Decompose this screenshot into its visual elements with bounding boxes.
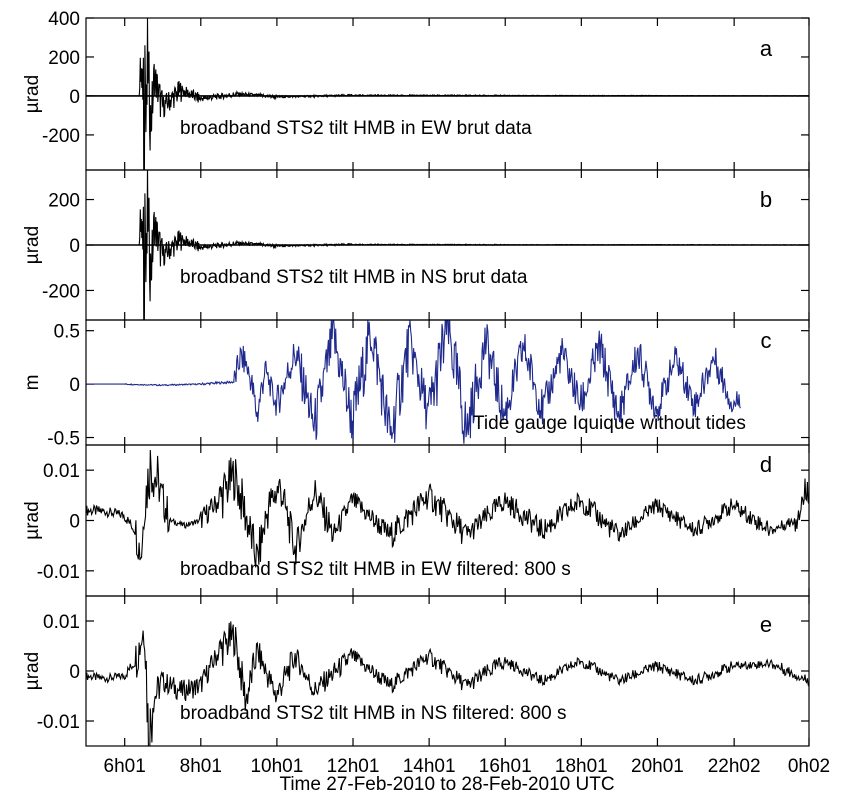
panel-b: 200 0 -200 µrad b broadband STS2 tilt HMB in … <box>22 169 810 321</box>
panel-letter: e <box>760 612 772 637</box>
panels: 400 200 0 -200 µrad a broadband STS2 tilt HMB … <box>22 9 810 747</box>
panel-annotation: broadband STS2 tilt HMB in NS filtered: … <box>180 703 567 724</box>
y-axis-label: µrad <box>22 652 43 690</box>
panel-c: 0.5 0 -0.5 m c Tide gauge Iquique without tid… <box>22 319 810 450</box>
y-tick-label: 0 <box>69 375 80 396</box>
x-tick-label: 20h01 <box>631 756 684 777</box>
x-tick-label: 6h01 <box>104 756 146 777</box>
y-tick-label: -0.5 <box>47 429 80 450</box>
series-line <box>86 320 741 444</box>
panel-letter: a <box>760 36 773 61</box>
panel-d: 0.01 0 -0.01 µrad d broadband STS2 tilt HMB i… <box>22 444 810 597</box>
y-tick-label: -0.01 <box>37 712 80 733</box>
panel-letter: b <box>760 187 772 212</box>
y-tick-label: -200 <box>42 281 80 302</box>
x-tick-label: 18h01 <box>555 756 608 777</box>
panel-letter: c <box>761 328 772 353</box>
panel-e: 0.01 0 -0.01 µrad e broadband STS2 tilt HMB i… <box>22 595 810 747</box>
y-tick-label: 0 <box>69 87 80 108</box>
y-tick-label: 0 <box>69 512 80 533</box>
y-axis-label: µrad <box>22 226 43 264</box>
y-axis-label: µrad <box>22 501 43 539</box>
panel-annotation: broadband STS2 tilt HMB in NS brut data <box>180 267 528 288</box>
y-tick-label: -0.01 <box>37 562 80 583</box>
panel-a: 400 200 0 -200 µrad a broadband STS2 tilt HMB … <box>22 9 810 171</box>
panel-annotation: broadband STS2 tilt HMB in EW brut data <box>180 118 532 139</box>
y-tick-label: 0 <box>69 236 80 257</box>
y-tick-label: 200 <box>48 48 80 69</box>
x-tick-label: 14h01 <box>403 756 456 777</box>
x-tick-label: 16h01 <box>479 756 532 777</box>
x-axis: 6h01 8h01 10h01 12h01 14h01 16h01 18h01 20h01 22… <box>104 756 831 777</box>
series-line <box>86 621 809 746</box>
y-axis-label: µrad <box>22 75 43 113</box>
panel-annotation: broadband STS2 tilt HMB in EW filtered: … <box>180 559 571 580</box>
panel-annotation: Tide gauge Iquique without tides <box>473 413 746 434</box>
y-tick-label: -200 <box>42 126 80 147</box>
panel-frame <box>85 595 810 747</box>
x-tick-label: 10h01 <box>250 756 303 777</box>
y-tick-label: 200 <box>48 191 80 212</box>
x-tick-label: 8h01 <box>180 756 222 777</box>
y-tick-label: 0.01 <box>43 612 80 633</box>
x-tick-label: 12h01 <box>327 756 380 777</box>
y-axis-label: m <box>22 375 43 391</box>
panel-letter: d <box>760 452 772 477</box>
series-line <box>86 449 809 568</box>
x-tick-label: 22h02 <box>708 756 761 777</box>
y-tick-label: 400 <box>48 9 80 30</box>
x-axis-label: Time 27-Feb-2010 to 28-Feb-2010 UTC <box>279 774 614 795</box>
y-tick-label: 0.5 <box>54 322 80 343</box>
y-tick-label: 0 <box>69 662 80 683</box>
x-tick-label: 0h02 <box>788 756 830 777</box>
panel-frame <box>85 17 810 171</box>
y-tick-label: 0.01 <box>43 461 80 482</box>
